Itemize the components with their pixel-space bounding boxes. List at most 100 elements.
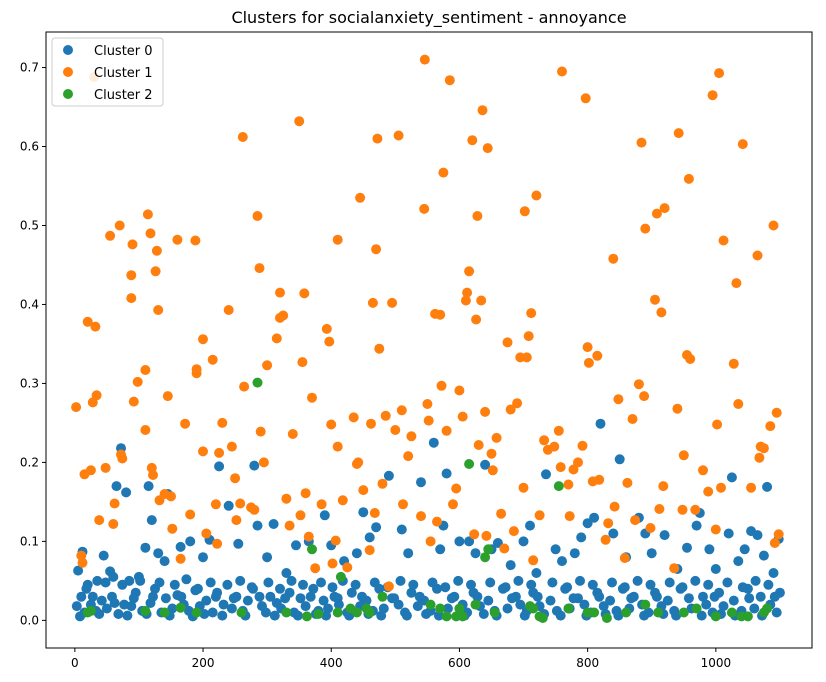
cluster-1-point xyxy=(403,451,414,462)
cluster-1-point xyxy=(226,441,237,452)
legend-box xyxy=(51,37,164,107)
cluster-0-point xyxy=(233,538,244,549)
cluster-1-point xyxy=(765,421,776,432)
cluster-1-point xyxy=(499,543,510,554)
cluster-1-point xyxy=(462,287,473,298)
cluster-1-point xyxy=(482,143,493,154)
cluster-0-point xyxy=(744,593,755,604)
cluster-1-point xyxy=(330,535,341,546)
cluster-1-point xyxy=(393,130,404,141)
cluster-1-point xyxy=(167,523,178,534)
cluster-1-point xyxy=(132,376,143,387)
cluster-0-point xyxy=(249,460,260,471)
cluster-1-point xyxy=(555,462,566,473)
cluster-1-point xyxy=(659,203,670,214)
cluster-0-point xyxy=(645,579,656,590)
cluster-0-point xyxy=(569,548,580,559)
cluster-0-point xyxy=(659,530,670,541)
cluster-0-point xyxy=(505,560,516,571)
cluster-0-point xyxy=(613,610,624,621)
cluster-0-point xyxy=(758,550,769,561)
cluster-2-point xyxy=(140,605,151,616)
cluster-2-point xyxy=(364,607,375,618)
cluster-1-point xyxy=(526,308,537,319)
cluster-0-point xyxy=(466,579,476,590)
cluster-0-point xyxy=(562,582,573,593)
cluster-1-point xyxy=(685,354,696,364)
cluster-2-point xyxy=(175,602,186,613)
cluster-1-point xyxy=(444,75,455,86)
cluster-1-point xyxy=(710,524,721,535)
cluster-0-point xyxy=(223,500,234,511)
cluster-0-point xyxy=(608,528,619,539)
cluster-0-point xyxy=(683,593,694,604)
cluster-0-point xyxy=(265,591,276,602)
legend-label-cluster-0: Cluster 0 xyxy=(94,44,153,59)
cluster-2-point xyxy=(191,607,202,618)
cluster-0-point xyxy=(228,593,239,604)
cluster-0-point xyxy=(664,577,675,588)
cluster-1-point xyxy=(454,385,465,396)
cluster-0-point xyxy=(318,595,329,606)
cluster-1-point xyxy=(114,220,125,231)
cluster-1-point xyxy=(622,477,633,488)
cluster-1-point xyxy=(480,406,491,417)
cluster-0-point xyxy=(579,599,590,610)
cluster-0-point xyxy=(280,593,291,604)
cluster-0-point xyxy=(483,595,494,606)
cluster-2-point xyxy=(691,603,702,614)
cluster-0-point xyxy=(364,532,375,543)
cluster-2-point xyxy=(332,607,343,618)
cluster-2-point xyxy=(425,599,436,610)
cluster-1-point xyxy=(477,105,488,116)
cluster-0-point xyxy=(71,601,82,612)
cluster-1-point xyxy=(639,391,650,402)
cluster-1-point xyxy=(327,558,338,569)
cluster-1-point xyxy=(469,529,480,540)
cluster-0-point xyxy=(262,552,273,563)
cluster-1-point xyxy=(528,555,539,566)
cluster-2-point xyxy=(435,603,446,614)
cluster-2-point xyxy=(640,599,651,610)
cluster-0-point xyxy=(295,593,306,604)
cluster-0-point xyxy=(254,591,265,602)
cluster-1-point xyxy=(172,234,183,245)
cluster-0-point xyxy=(113,609,124,619)
cluster-0-point xyxy=(614,454,625,465)
cluster-0-point xyxy=(154,577,165,588)
cluster-0-point xyxy=(662,595,673,606)
cluster-1-point xyxy=(287,429,298,439)
cluster-0-point xyxy=(519,610,530,621)
cluster-2-point xyxy=(678,607,689,618)
cluster-0-point xyxy=(235,575,246,586)
cluster-2-point xyxy=(589,607,600,618)
cluster-0-point xyxy=(252,520,263,531)
cluster-0-point xyxy=(175,541,186,552)
cluster-1-point xyxy=(471,314,482,325)
cluster-0-point xyxy=(441,468,452,479)
cluster-1-point xyxy=(210,499,221,510)
cluster-1-point xyxy=(212,538,223,549)
cluster-0-point xyxy=(128,593,139,604)
cluster-2-point xyxy=(528,603,539,614)
cluster-0-point xyxy=(94,609,105,619)
cluster-1-point xyxy=(577,440,588,451)
cluster-1-point xyxy=(278,310,289,321)
cluster-2-point xyxy=(351,607,362,618)
cluster-0-point xyxy=(762,481,773,492)
cluster-1-point xyxy=(512,398,523,409)
cluster-1-point xyxy=(508,526,519,537)
cluster-2-point xyxy=(464,459,475,469)
cluster-0-point xyxy=(453,575,464,586)
cluster-2-point xyxy=(653,607,664,618)
cluster-0-point xyxy=(768,568,779,578)
cluster-1-point xyxy=(600,534,611,545)
cluster-1-point xyxy=(166,491,176,502)
cluster-0-point xyxy=(100,577,111,588)
cluster-1-point xyxy=(281,493,292,504)
cluster-0-point xyxy=(185,536,196,547)
cluster-1-point xyxy=(337,495,348,506)
cluster-1-point xyxy=(518,482,529,493)
cluster-0-point xyxy=(358,507,369,518)
cluster-1-point xyxy=(673,128,684,139)
